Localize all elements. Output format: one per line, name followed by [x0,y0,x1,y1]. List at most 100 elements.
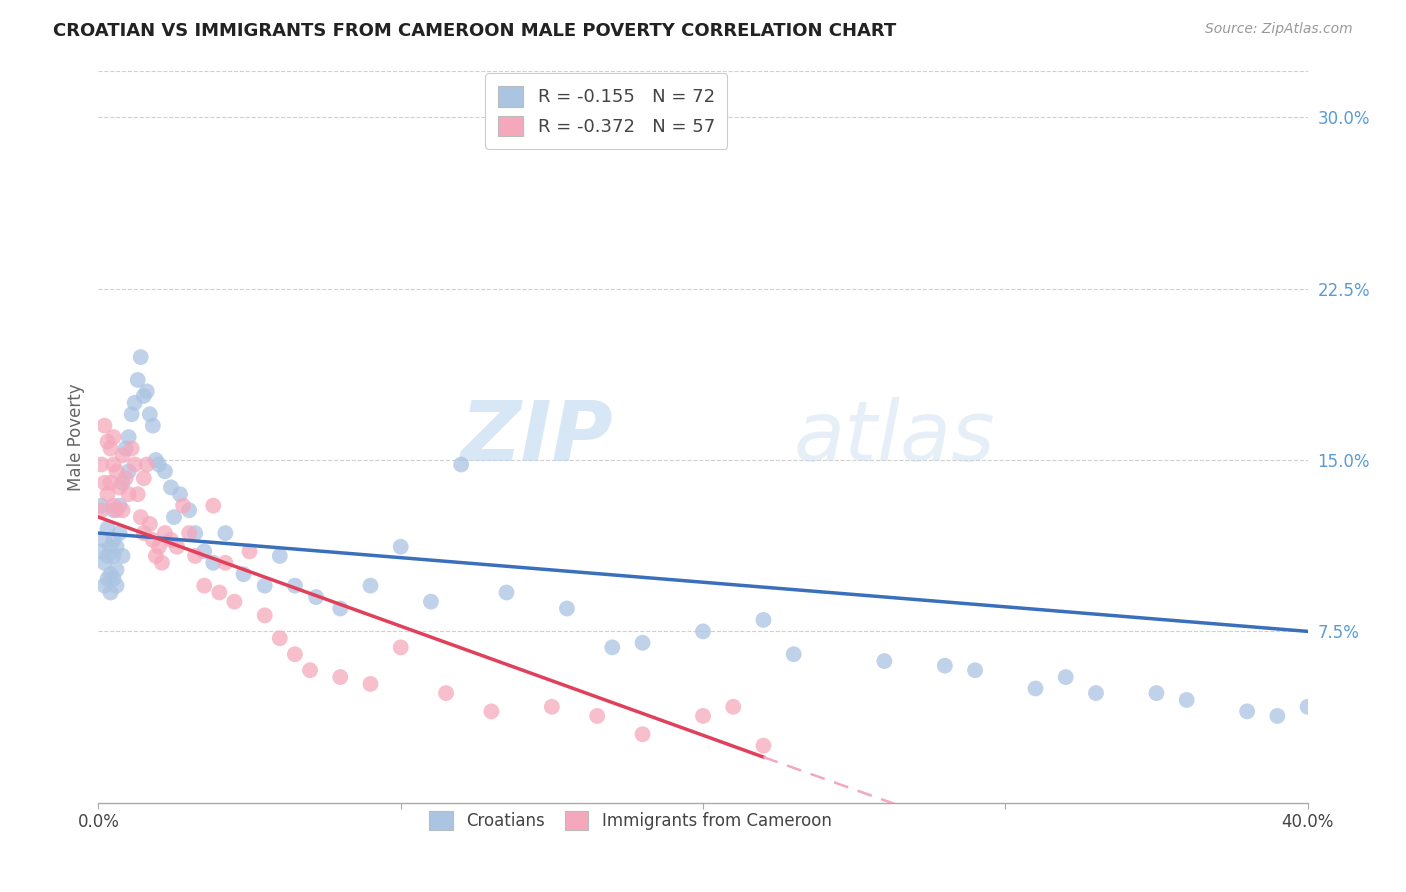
Point [96,572,118,586]
Point [160,533,183,547]
Point [150,556,173,570]
Point [100,442,122,456]
Point [934,658,956,673]
Point [129,350,152,364]
Point [90,503,112,517]
Point [153,464,176,478]
Point [1267,709,1289,723]
Point [148,458,170,472]
Point [111,475,134,490]
Point [132,389,155,403]
Point [329,601,352,615]
Point [360,677,382,691]
Point [193,544,215,558]
Point [1236,705,1258,719]
Point [602,640,624,655]
Point [329,670,352,684]
Point [118,464,141,478]
Point [153,526,176,541]
Legend: Croatians, Immigrants from Cameroon: Croatians, Immigrants from Cameroon [418,799,844,842]
Point [420,595,443,609]
Text: Source: ZipAtlas.com: Source: ZipAtlas.com [1205,22,1353,37]
Point [93,579,115,593]
Point [105,563,128,577]
Point [214,526,236,541]
Point [299,663,322,677]
Point [184,549,207,563]
Point [96,487,118,501]
Point [1296,699,1319,714]
Point [224,595,246,609]
Point [93,556,115,570]
Point [723,699,745,714]
Point [105,540,128,554]
Point [434,686,457,700]
Point [1144,686,1167,700]
Point [169,487,191,501]
Point [208,585,231,599]
Point [135,458,157,472]
Point [105,464,128,478]
Point [253,579,276,593]
Point [142,533,165,547]
Point [114,471,136,485]
Point [752,613,775,627]
Point [108,499,131,513]
Point [103,458,125,472]
Point [873,654,896,668]
Point [93,533,115,547]
Point [96,521,118,535]
Point [752,739,775,753]
Point [692,709,714,723]
Point [114,442,136,456]
Point [1175,693,1198,707]
Point [284,579,307,593]
Point [389,640,412,655]
Point [145,549,167,563]
Point [142,418,165,433]
Point [96,434,118,449]
Point [202,556,225,570]
Point [450,458,472,472]
Point [555,601,578,615]
Point [118,487,141,501]
Point [105,503,128,517]
Point [166,540,188,554]
Point [90,544,112,558]
Point [132,526,155,541]
Point [179,526,201,541]
Point [108,480,131,494]
Point [163,510,186,524]
Point [108,526,131,541]
Point [96,549,118,563]
Point [135,384,157,399]
Point [284,647,307,661]
Point [132,471,155,485]
Point [305,590,328,604]
Point [269,549,291,563]
Point [202,499,225,513]
Point [90,458,112,472]
Point [127,373,149,387]
Point [100,585,122,599]
Point [139,407,162,421]
Point [121,407,143,421]
Point [103,499,125,513]
Point [232,567,254,582]
Point [129,510,152,524]
Point [100,567,122,582]
Point [145,453,167,467]
Point [214,556,236,570]
Point [103,533,125,547]
Point [103,572,125,586]
Point [540,699,562,714]
Point [783,647,806,661]
Point [586,709,609,723]
Point [172,499,194,513]
Point [239,544,262,558]
Point [118,430,141,444]
Point [124,396,146,410]
Text: atlas: atlas [793,397,995,477]
Text: CROATIAN VS IMMIGRANTS FROM CAMEROON MALE POVERTY CORRELATION CHART: CROATIAN VS IMMIGRANTS FROM CAMEROON MAL… [53,22,897,40]
Point [389,540,412,554]
